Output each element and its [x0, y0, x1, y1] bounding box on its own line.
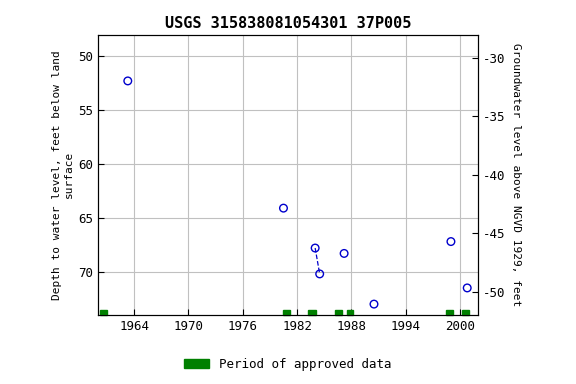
- Point: [279, 205, 288, 211]
- Point: [446, 238, 456, 245]
- Point: [369, 301, 378, 307]
- Y-axis label: Groundwater level above NGVD 1929, feet: Groundwater level above NGVD 1929, feet: [511, 43, 521, 306]
- Title: USGS 315838081054301 37P005: USGS 315838081054301 37P005: [165, 16, 411, 31]
- Point: [339, 250, 348, 257]
- Legend: Period of approved data: Period of approved data: [179, 353, 397, 376]
- Point: [123, 78, 132, 84]
- Bar: [283, 310, 290, 315]
- Bar: [335, 310, 342, 315]
- Point: [463, 285, 472, 291]
- Bar: [308, 310, 316, 315]
- Bar: [347, 310, 353, 315]
- Y-axis label: Depth to water level, feet below land
surface: Depth to water level, feet below land su…: [52, 50, 74, 300]
- Bar: [462, 310, 469, 315]
- Bar: [100, 310, 107, 315]
- Point: [310, 245, 320, 251]
- Point: [315, 271, 324, 277]
- Bar: [446, 310, 453, 315]
